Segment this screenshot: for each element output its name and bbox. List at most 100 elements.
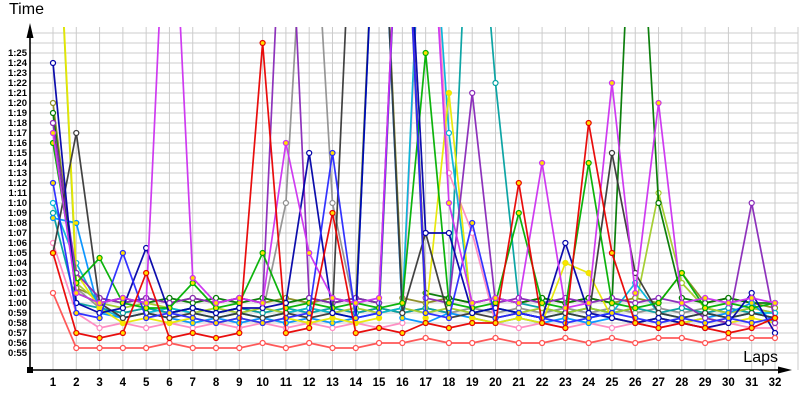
data-point	[143, 269, 150, 277]
y-tick-label: 1:06	[8, 238, 27, 249]
data-point	[608, 324, 616, 332]
data-point	[445, 229, 453, 237]
y-tick-label: 0:55	[8, 348, 28, 359]
data-point	[725, 314, 732, 322]
data-point	[515, 339, 522, 347]
data-point	[399, 309, 406, 317]
data-point	[608, 309, 616, 317]
x-tick-label: 24	[582, 377, 595, 389]
data-point	[771, 314, 779, 322]
data-point	[212, 314, 220, 322]
data-point	[212, 304, 220, 312]
y-tick-label: 1:07	[8, 228, 27, 239]
data-point	[725, 294, 732, 302]
data-point	[329, 344, 336, 352]
data-point	[632, 289, 639, 297]
data-point	[166, 294, 173, 302]
data-point	[375, 324, 383, 332]
data-point	[212, 344, 220, 352]
data-point	[748, 324, 755, 332]
y-tick-label: 1:02	[8, 278, 27, 289]
y-tick-label: 1:01	[8, 288, 28, 299]
data-point	[306, 149, 313, 157]
x-tick-label: 18	[443, 377, 456, 389]
data-point	[399, 329, 406, 337]
x-tick-label: 12	[303, 377, 316, 389]
data-point	[515, 299, 522, 307]
data-point	[375, 339, 383, 347]
data-point	[562, 239, 569, 247]
data-point	[189, 319, 196, 327]
y-tick-label: 1:13	[8, 168, 27, 179]
data-point	[329, 149, 336, 157]
data-point	[655, 334, 662, 342]
x-tick-label: 17	[419, 377, 432, 389]
data-point	[96, 304, 103, 312]
data-point	[492, 299, 499, 307]
data-point	[259, 319, 266, 327]
series-line-navy	[52, 27, 776, 334]
data-point	[515, 209, 522, 217]
y-tick-label: 0:56	[8, 338, 27, 349]
data-point	[702, 324, 709, 332]
data-point	[422, 319, 429, 327]
data-point	[492, 294, 499, 302]
data-point	[515, 179, 522, 187]
x-tick-label: 2	[73, 377, 79, 389]
data-point	[608, 299, 616, 307]
data-point	[143, 304, 150, 312]
data-point	[329, 324, 336, 332]
series-red	[49, 39, 779, 342]
data-point	[469, 319, 476, 327]
y-tick-label: 1:04	[8, 258, 28, 269]
data-point	[236, 329, 243, 337]
data-point	[282, 344, 289, 352]
x-tick-label: 22	[536, 377, 549, 389]
data-point	[538, 299, 546, 307]
data-point	[702, 319, 709, 327]
x-tick-label: 4	[120, 377, 127, 389]
y-tick-label: 0:58	[8, 318, 27, 329]
data-point	[73, 309, 80, 317]
data-point	[538, 339, 546, 347]
data-point	[212, 309, 220, 317]
y-tick-label: 1:21	[8, 88, 28, 99]
data-point	[96, 324, 103, 332]
data-point	[259, 314, 266, 322]
data-point	[725, 334, 732, 342]
data-point	[212, 319, 220, 327]
data-point	[73, 344, 80, 352]
data-point	[119, 319, 126, 327]
data-point	[143, 324, 150, 332]
data-point	[445, 299, 453, 307]
data-point	[678, 309, 685, 317]
data-point	[49, 119, 57, 127]
x-tick-label: 7	[190, 377, 196, 389]
y-tick-label: 1:08	[8, 218, 27, 229]
y-tick-label: 1:15	[8, 148, 28, 159]
data-point	[585, 309, 592, 317]
data-point	[189, 329, 196, 337]
data-point	[143, 314, 150, 322]
data-point	[329, 314, 336, 322]
data-point	[585, 269, 592, 277]
data-point	[96, 334, 103, 342]
x-tick-label: 19	[466, 377, 479, 389]
data-point	[166, 319, 173, 327]
axes	[26, 23, 792, 374]
data-point	[748, 294, 755, 302]
data-point	[399, 319, 406, 327]
x-tick-label: 10	[256, 377, 269, 389]
y-tick-label: 1:14	[8, 158, 28, 169]
data-point	[678, 269, 685, 277]
data-point	[445, 339, 453, 347]
y-tick-label: 1:22	[8, 78, 27, 89]
x-tick-label: 14	[349, 377, 362, 389]
data-point	[632, 309, 639, 317]
x-axis-title: Laps	[743, 349, 778, 366]
x-tick-label: 27	[652, 377, 665, 389]
data-point	[422, 309, 429, 317]
data-point	[748, 319, 755, 327]
data-point	[189, 279, 196, 287]
